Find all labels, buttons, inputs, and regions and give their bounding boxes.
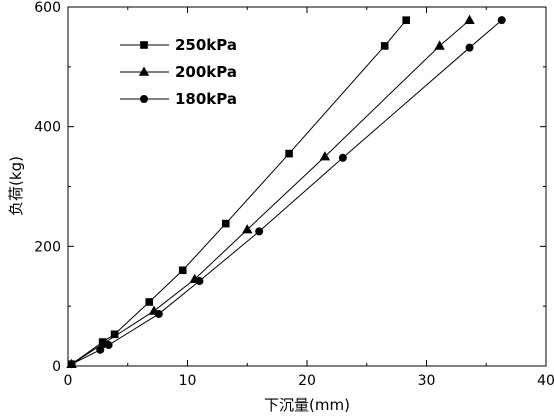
data-point-250kPa — [380, 42, 389, 50]
series-180kPa — [67, 16, 506, 369]
legend: 250kPa 200kPa 180kPa — [120, 36, 237, 108]
data-point-250kPa — [402, 16, 410, 24]
y-axis-title: 负荷(kg) — [7, 156, 25, 216]
x-tick-label: 30 — [418, 373, 436, 389]
data-point-200kPa — [464, 14, 475, 24]
y-tick-label: 400 — [34, 120, 61, 136]
series-200kPa — [66, 14, 475, 369]
data-point-180kPa — [465, 43, 474, 52]
data-point-180kPa — [195, 277, 204, 286]
x-tick-label: 0 — [64, 373, 73, 389]
data-point-200kPa — [242, 224, 253, 234]
series-250kPa — [67, 16, 410, 369]
y-tick-label: 200 — [34, 239, 61, 255]
data-point-180kPa — [338, 153, 347, 162]
data-point-180kPa — [497, 16, 506, 25]
data-point-250kPa — [285, 149, 293, 158]
data-point-200kPa — [319, 151, 331, 161]
x-tick-label: 20 — [298, 373, 316, 389]
data-point-250kPa — [178, 266, 187, 275]
data-point-250kPa — [110, 330, 119, 339]
series-group — [66, 14, 506, 369]
data-point-180kPa — [154, 309, 163, 318]
legend-label: 200kPa — [175, 63, 237, 81]
data-point-250kPa — [145, 298, 154, 306]
data-point-250kPa — [221, 219, 230, 228]
legend-item-200kPa: 200kPa — [120, 63, 237, 81]
plot-frame — [67, 6, 547, 367]
legend-marker — [138, 66, 150, 76]
series-line-200kPa — [71, 19, 470, 365]
y-tick-label: 600 — [34, 0, 61, 16]
legend-item-250kPa: 250kPa — [120, 36, 237, 54]
data-point-180kPa — [255, 227, 264, 236]
legend-marker — [140, 95, 148, 103]
x-tick-label: 40 — [537, 373, 554, 389]
x-axis-title: 下沉量(mm) — [264, 396, 350, 414]
legend-item-180kPa: 180kPa — [120, 90, 237, 108]
data-point-200kPa — [434, 40, 445, 50]
data-point-180kPa — [104, 341, 113, 350]
data-point-180kPa — [67, 360, 76, 369]
y-tick-label: 0 — [52, 359, 61, 375]
x-tick-label: 10 — [179, 373, 197, 389]
legend-label: 180kPa — [175, 90, 237, 108]
legend-label: 250kPa — [175, 36, 237, 54]
legend-marker — [140, 41, 148, 49]
data-point-180kPa — [96, 345, 105, 354]
